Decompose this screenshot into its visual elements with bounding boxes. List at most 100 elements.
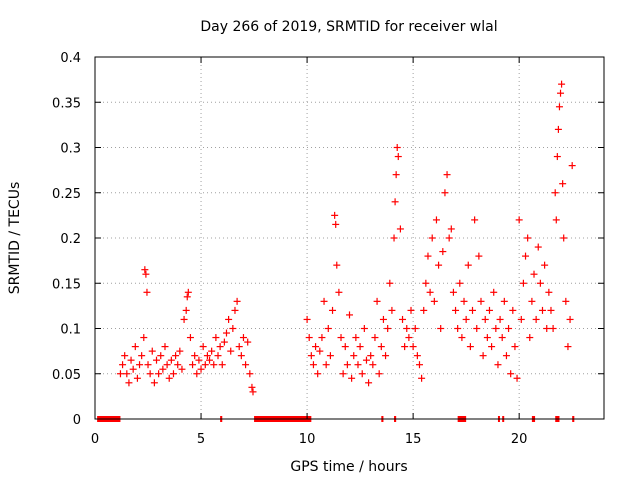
data-point-0-3 bbox=[123, 370, 131, 378]
x-tick-label-3: 15 bbox=[405, 432, 422, 447]
data-point-0-61 bbox=[239, 334, 247, 342]
data-point-0-188 bbox=[552, 216, 560, 224]
data-point-0-156 bbox=[485, 306, 493, 314]
y-axis-label: SRMTID / TECUs bbox=[7, 182, 23, 295]
data-point-0-43 bbox=[201, 361, 209, 369]
data-point-0-20 bbox=[155, 370, 163, 378]
data-point-0-87 bbox=[343, 361, 351, 369]
data-point-0-83 bbox=[335, 288, 343, 296]
data-point-0-100 bbox=[371, 334, 379, 342]
data-point-0-13 bbox=[142, 270, 150, 278]
data-point-0-175 bbox=[526, 334, 534, 342]
data-point-0-96 bbox=[362, 356, 370, 364]
data-point-0-58 bbox=[233, 297, 241, 305]
y-tick-label-8: 0.4 bbox=[60, 51, 81, 66]
data-point-0-125 bbox=[420, 306, 428, 314]
data-point-0-10 bbox=[138, 352, 146, 360]
data-point-0-14 bbox=[143, 288, 151, 296]
data-point-0-137 bbox=[445, 234, 453, 242]
x-tick-label-2: 10 bbox=[299, 432, 316, 447]
data-point-0-44 bbox=[203, 352, 211, 360]
data-point-0-19 bbox=[153, 356, 161, 364]
data-point-0-153 bbox=[479, 352, 487, 360]
data-point-0-196 bbox=[562, 297, 570, 305]
data-point-0-92 bbox=[354, 361, 362, 369]
data-point-0-123 bbox=[415, 361, 423, 369]
data-point-0-35 bbox=[184, 288, 192, 296]
data-point-0-147 bbox=[466, 343, 474, 351]
data-point-0-179 bbox=[534, 243, 542, 251]
x-tick-label-1: 5 bbox=[197, 432, 205, 447]
data-point-0-182 bbox=[541, 261, 549, 269]
data-point-0-30 bbox=[176, 347, 184, 355]
data-point-0-4 bbox=[125, 379, 133, 387]
data-point-0-135 bbox=[441, 189, 449, 197]
data-point-0-136 bbox=[443, 171, 451, 179]
data-point-0-138 bbox=[447, 225, 455, 233]
data-point-0-15 bbox=[144, 361, 152, 369]
data-point-0-130 bbox=[430, 297, 438, 305]
data-point-0-48 bbox=[212, 334, 220, 342]
data-point-0-54 bbox=[225, 315, 233, 323]
data-point-0-169 bbox=[513, 374, 521, 382]
data-point-0-25 bbox=[165, 374, 173, 382]
data-point-0-140 bbox=[452, 306, 460, 314]
data-point-0-91 bbox=[352, 334, 360, 342]
data-point-0-141 bbox=[454, 325, 462, 332]
data-series bbox=[97, 80, 576, 422]
data-point-0-31 bbox=[178, 365, 186, 373]
data-point-0-160 bbox=[494, 361, 502, 369]
data-point-0-59 bbox=[235, 343, 243, 351]
y-tick-label-4: 0.2 bbox=[60, 232, 81, 247]
data-point-0-57 bbox=[231, 306, 239, 314]
y-tick-label-2: 0.1 bbox=[60, 323, 81, 338]
data-point-0-2 bbox=[121, 352, 129, 360]
data-point-0-88 bbox=[346, 311, 353, 319]
data-point-0-18 bbox=[150, 379, 158, 387]
data-point-0-49 bbox=[214, 352, 222, 360]
x-tick-label-0: 0 bbox=[91, 432, 99, 447]
data-point-0-112 bbox=[393, 144, 401, 151]
data-point-0-73 bbox=[316, 347, 324, 355]
data-point-0-29 bbox=[174, 361, 182, 369]
data-point-0-105 bbox=[382, 352, 390, 360]
data-point-0-78 bbox=[326, 352, 334, 360]
data-point-0-64 bbox=[246, 370, 254, 378]
data-point-0-71 bbox=[312, 343, 320, 351]
data-point-0-98 bbox=[367, 352, 375, 360]
data-point-0-7 bbox=[131, 343, 139, 351]
data-point-0-122 bbox=[413, 352, 421, 360]
data-point-0-119 bbox=[407, 306, 415, 314]
data-point-0-34 bbox=[183, 293, 191, 301]
data-point-0-26 bbox=[167, 356, 175, 364]
data-point-0-63 bbox=[244, 338, 252, 346]
x-axis-label: GPS time / hours bbox=[290, 459, 407, 475]
data-point-0-195 bbox=[560, 234, 568, 242]
grid-lines bbox=[95, 57, 604, 419]
data-point-0-167 bbox=[509, 306, 517, 314]
data-point-0-149 bbox=[471, 216, 479, 224]
data-point-0-163 bbox=[500, 297, 508, 305]
data-point-0-103 bbox=[377, 343, 385, 351]
data-point-0-173 bbox=[522, 252, 530, 260]
data-point-0-107 bbox=[386, 279, 394, 287]
data-point-0-86 bbox=[341, 343, 349, 351]
data-point-0-192 bbox=[557, 89, 565, 97]
data-point-0-170 bbox=[515, 216, 523, 224]
data-point-0-82 bbox=[333, 261, 341, 269]
data-point-0-1 bbox=[119, 361, 127, 369]
data-point-0-90 bbox=[350, 352, 358, 360]
data-point-0-109 bbox=[390, 234, 398, 242]
data-point-0-184 bbox=[545, 288, 553, 296]
data-point-0-47 bbox=[210, 361, 218, 369]
data-point-0-181 bbox=[538, 306, 546, 314]
data-point-0-128 bbox=[426, 288, 434, 296]
data-point-0-146 bbox=[464, 261, 472, 269]
data-point-0-0 bbox=[116, 370, 124, 378]
data-point-0-120 bbox=[409, 343, 417, 351]
y-tick-label-6: 0.3 bbox=[60, 142, 81, 157]
y-tick-label-0: 0 bbox=[73, 413, 81, 428]
data-point-0-132 bbox=[435, 261, 443, 269]
data-point-0-199 bbox=[568, 162, 576, 170]
